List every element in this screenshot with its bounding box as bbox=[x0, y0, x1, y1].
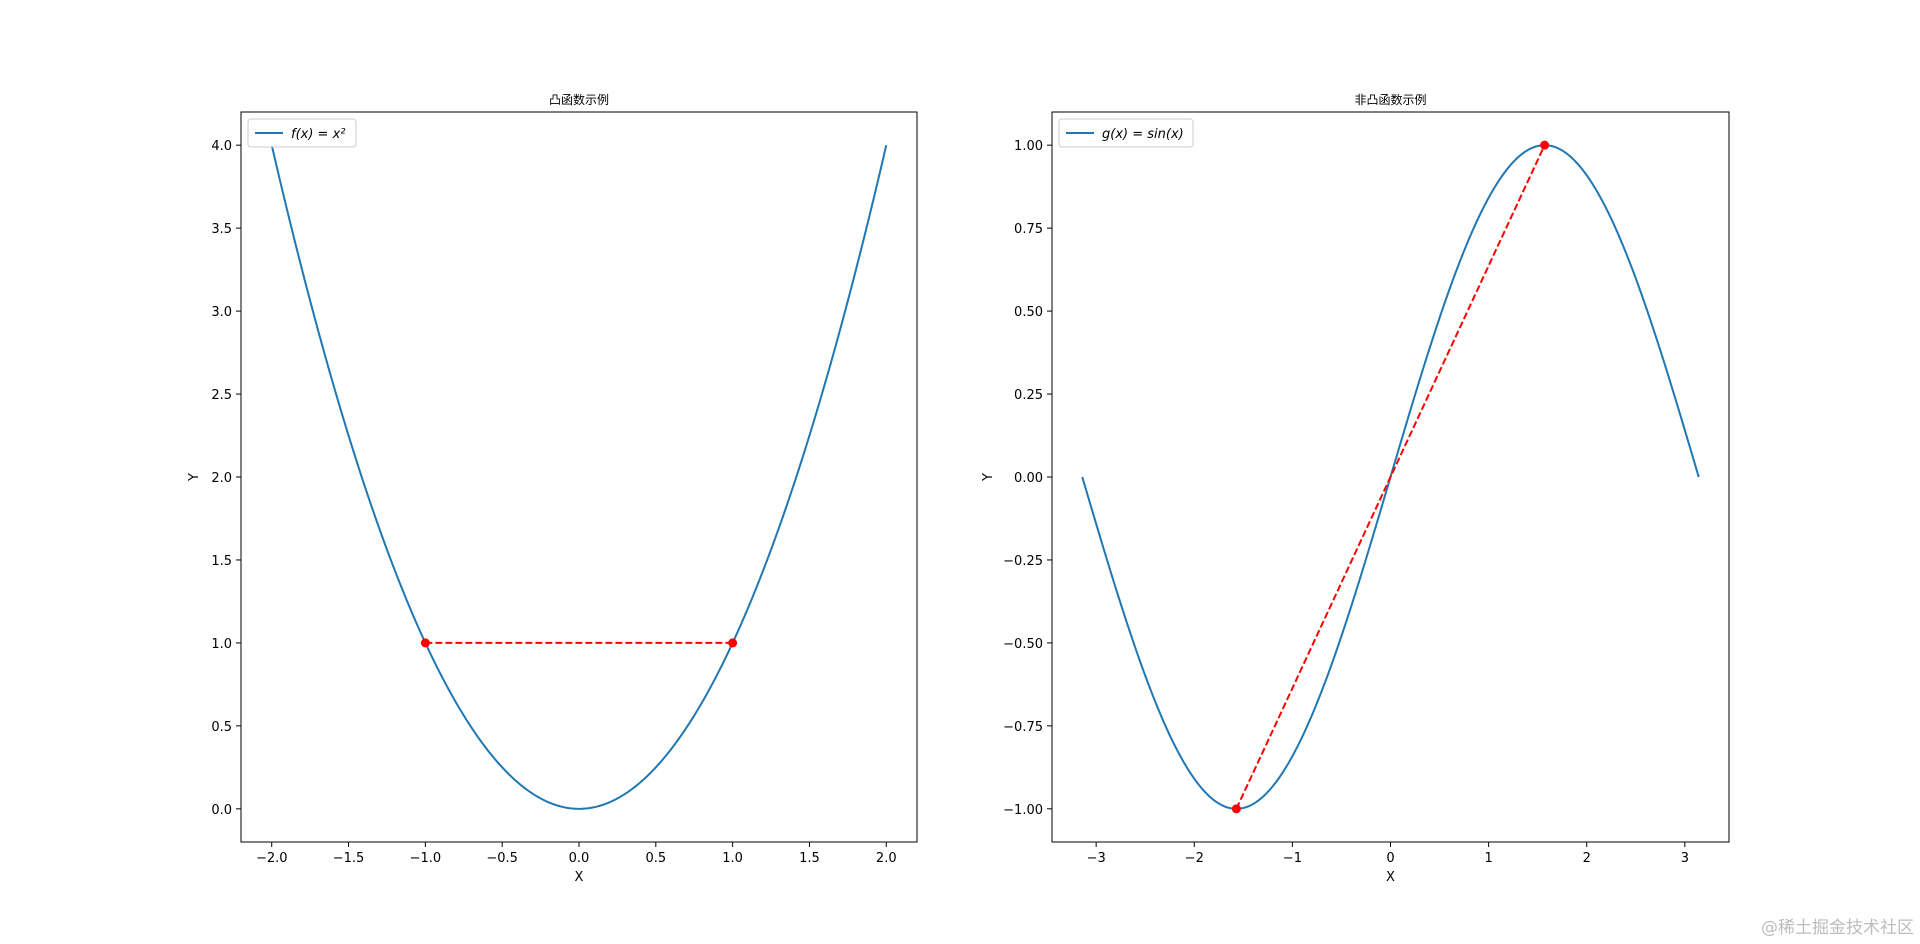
y-tick-label: 4.0 bbox=[211, 139, 232, 154]
y-tick-label: −1.00 bbox=[1003, 803, 1043, 818]
x-tick-label: −3 bbox=[1087, 851, 1106, 866]
y-tick-label: 0.75 bbox=[1014, 222, 1043, 237]
watermark: @稀土掘金技术社区 bbox=[1761, 918, 1914, 938]
x-tick-label: −2 bbox=[1185, 851, 1204, 866]
x-tick-label: 1.5 bbox=[799, 851, 820, 866]
y-tick-label: 2.5 bbox=[211, 388, 232, 403]
legend-box bbox=[247, 118, 357, 148]
x-tick-label: −1.5 bbox=[333, 851, 365, 866]
chord-point bbox=[1540, 140, 1550, 150]
x-tick-label: −0.5 bbox=[486, 851, 518, 866]
y-tick-label: 0.5 bbox=[211, 720, 232, 735]
x-tick-label: 2 bbox=[1583, 851, 1591, 866]
y-tick-label: 1.0 bbox=[211, 637, 232, 652]
x-tick-label: 2.0 bbox=[876, 851, 897, 866]
x-tick-label: −1 bbox=[1283, 851, 1302, 866]
y-tick-label: −0.75 bbox=[1003, 720, 1043, 735]
legend-label: f(x) = x² bbox=[291, 127, 345, 142]
y-tick-label: 1.00 bbox=[1014, 139, 1043, 154]
x-tick-label: 1 bbox=[1484, 851, 1492, 866]
plot-frame bbox=[1051, 111, 1730, 843]
y-tick-label: 0.0 bbox=[211, 803, 232, 818]
y-tick-label: 1.5 bbox=[211, 554, 232, 569]
series-line bbox=[270, 144, 888, 810]
chord-point bbox=[728, 638, 738, 648]
y-tick-label: 3.5 bbox=[211, 222, 232, 237]
chord-point bbox=[1231, 804, 1241, 814]
chart-panel-1: 凸函数示例 −2.0 −1.5 −1.0 −0.5 0.0 0.5 1.0 1.5 2.0 0.0 0… bbox=[187, 92, 918, 885]
x-tick-label: 0.0 bbox=[569, 851, 590, 866]
y-tick-label: −0.25 bbox=[1003, 554, 1043, 569]
y-tick-label: 0.50 bbox=[1014, 305, 1043, 320]
y-tick-label: 0.00 bbox=[1014, 471, 1043, 486]
chart-title: 非凸函数示例 bbox=[1354, 92, 1426, 107]
plot-frame bbox=[240, 111, 918, 843]
y-axis-label: Y bbox=[981, 473, 996, 482]
legend-box bbox=[1058, 118, 1194, 148]
x-tick-label: −2.0 bbox=[256, 851, 288, 866]
chart-title: 凸函数示例 bbox=[549, 92, 609, 107]
x-tick-label: −1.0 bbox=[410, 851, 442, 866]
x-tick-label: 0 bbox=[1386, 851, 1394, 866]
x-tick-label: 0.5 bbox=[645, 851, 666, 866]
x-axis-label: X bbox=[1386, 870, 1395, 885]
y-tick-label: 0.25 bbox=[1014, 388, 1043, 403]
legend-label: g(x) = sin(x) bbox=[1102, 127, 1184, 142]
x-tick-label: 3 bbox=[1681, 851, 1689, 866]
chord-line bbox=[1235, 144, 1546, 810]
y-axis-label: Y bbox=[187, 473, 202, 482]
y-tick-label: −0.50 bbox=[1003, 637, 1043, 652]
y-tick-label: 3.0 bbox=[211, 305, 232, 320]
chart-panel-2: 非凸函数示例 −3 −2 −1 0 1 2 3 −1.00 −0.75 −0.50 −0.25 0.00… bbox=[981, 92, 1730, 885]
x-tick-label: 1.0 bbox=[722, 851, 743, 866]
y-tick-label: 2.0 bbox=[211, 471, 232, 486]
chord-point bbox=[420, 638, 430, 648]
x-axis-label: X bbox=[575, 870, 584, 885]
